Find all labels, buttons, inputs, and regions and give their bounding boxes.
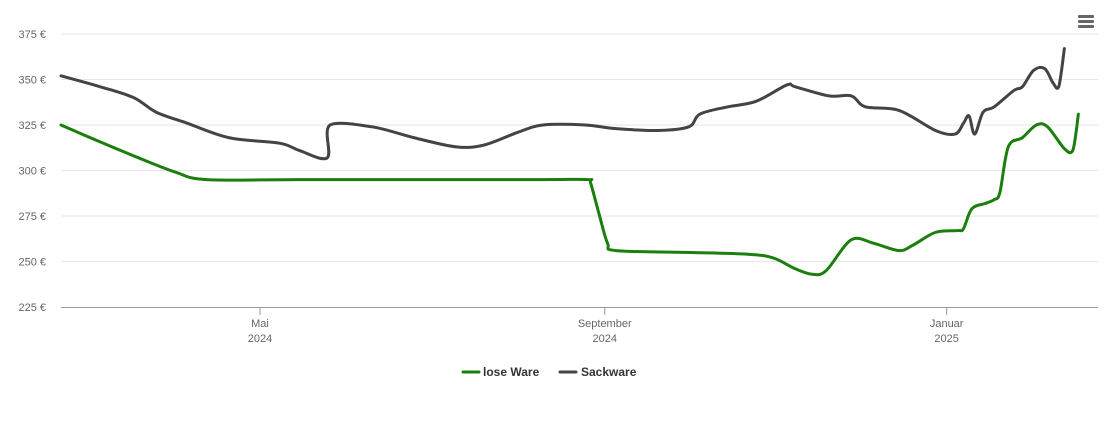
x-tick-label-year: 2024: [592, 333, 616, 345]
series-line-lose-ware[interactable]: [59, 112, 1080, 277]
legend-item[interactable]: Sackware: [558, 365, 637, 379]
legend-label: lose Ware: [483, 365, 540, 379]
y-tick-label: 325 €: [18, 120, 46, 132]
legend: lose Ware Sackware: [461, 365, 637, 379]
y-tick-label: 350 €: [18, 75, 46, 87]
y-tick-label: 250 €: [18, 257, 46, 269]
legend-item[interactable]: lose Ware: [461, 365, 540, 379]
x-tick-label-month: September: [578, 318, 632, 330]
y-axis-labels: 225 € 250 € 275 € 300 € 325 € 350 € 375 €: [18, 29, 46, 314]
series-lines: [59, 47, 1080, 277]
y-tick-label: 375 €: [18, 29, 46, 41]
y-tick-label: 275 €: [18, 211, 46, 223]
y-tick-label: 300 €: [18, 166, 46, 178]
x-tick-label-month: Januar: [930, 318, 964, 330]
x-axis: [61, 307, 1098, 315]
x-tick-label-year: 2024: [248, 333, 272, 345]
series-line-sackware[interactable]: [59, 47, 1066, 161]
grid-lines: [61, 33, 1098, 262]
x-axis-labels: Mai 2024 September 2024 Januar 2025: [248, 318, 964, 345]
y-tick-label: 225 €: [18, 302, 46, 314]
hamburger-menu-icon[interactable]: [1074, 11, 1098, 33]
x-tick-label-year: 2025: [934, 333, 958, 345]
x-tick-label-month: Mai: [251, 318, 269, 330]
legend-label: Sackware: [581, 365, 637, 379]
